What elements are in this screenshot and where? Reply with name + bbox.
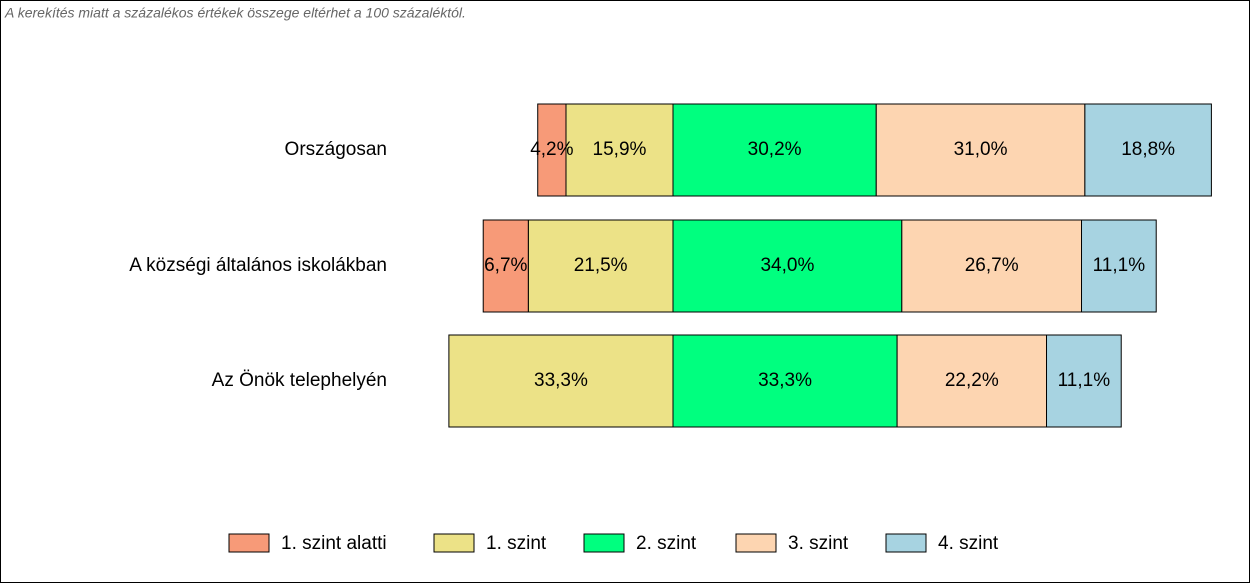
category-label: A községi általános iskolákban: [129, 255, 387, 276]
value-label: 31,0%: [954, 139, 1008, 160]
bar-segment: [672, 334, 898, 428]
category-label: Országosan: [285, 139, 387, 160]
legend-label: 4. szint: [938, 533, 999, 554]
bar-segment: [482, 219, 529, 313]
value-label: 18,8%: [1121, 139, 1175, 160]
note: A kerekítés miatt a százalékos értékek ö…: [4, 5, 466, 21]
value-label: 6,7%: [484, 255, 527, 276]
bar-segment: [896, 334, 1048, 428]
legend-label: 2. szint: [636, 533, 697, 554]
value-label: 22,2%: [945, 370, 999, 391]
bar-segment: [448, 334, 674, 428]
bar-segment: [565, 103, 674, 197]
value-label: 15,9%: [593, 139, 647, 160]
legend-swatch: [228, 533, 270, 553]
value-label: 33,3%: [758, 370, 812, 391]
bar-segment: [1084, 103, 1212, 197]
bar-segment: [672, 103, 877, 197]
value-label: 11,1%: [1058, 370, 1111, 391]
legend-label: 1. szint: [486, 533, 547, 554]
value-label: 26,7%: [965, 255, 1019, 276]
bar-segment: [527, 219, 674, 313]
value-label: 4,2%: [530, 139, 573, 160]
bar-segment: [1046, 334, 1122, 428]
legend-swatch: [583, 533, 625, 553]
bar-segment: [1081, 219, 1157, 313]
legend-swatch: [433, 533, 475, 553]
legend-swatch: [735, 533, 777, 553]
bar-segment: [537, 103, 567, 197]
category-label: Az Önök telephelyén: [212, 370, 387, 391]
legend-label: 1. szint alatti: [281, 533, 387, 554]
bar-segment: [875, 103, 1086, 197]
value-label: 11,1%: [1093, 255, 1146, 276]
bar-segment: [901, 219, 1083, 313]
legend-label: 3. szint: [788, 533, 849, 554]
value-label: 30,2%: [748, 139, 802, 160]
value-label: 33,3%: [534, 370, 588, 391]
bar-segment: [672, 219, 903, 313]
value-label: 34,0%: [760, 255, 814, 276]
legend-swatch: [885, 533, 927, 553]
value-label: 21,5%: [574, 255, 628, 276]
